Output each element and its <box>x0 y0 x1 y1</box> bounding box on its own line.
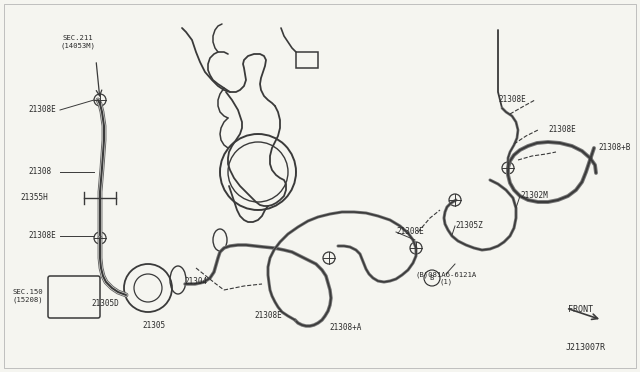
Text: 21302M: 21302M <box>520 192 548 201</box>
Text: 21305Z: 21305Z <box>455 221 483 231</box>
Text: 21308+B: 21308+B <box>598 144 630 153</box>
Text: SEC.211
(14053M): SEC.211 (14053M) <box>61 35 95 49</box>
Text: 21308E: 21308E <box>28 106 56 115</box>
Text: 21305D: 21305D <box>91 299 119 308</box>
Text: (B)081A6-6121A
(1): (B)081A6-6121A (1) <box>415 271 477 285</box>
Text: 21308+A: 21308+A <box>330 324 362 333</box>
Text: 21304: 21304 <box>184 278 207 286</box>
Text: B: B <box>430 275 434 281</box>
Text: J213007R: J213007R <box>566 343 606 353</box>
Text: SEC.150
(15208): SEC.150 (15208) <box>13 289 44 303</box>
Text: 21305: 21305 <box>143 321 166 330</box>
Text: 21308E: 21308E <box>28 231 56 241</box>
Text: 21355H: 21355H <box>20 193 48 202</box>
Text: 21308E: 21308E <box>254 311 282 321</box>
Text: 21308: 21308 <box>28 167 51 176</box>
Text: 21308E: 21308E <box>498 96 525 105</box>
Text: FRONT: FRONT <box>568 305 593 314</box>
Text: 21308E: 21308E <box>396 228 424 237</box>
Text: 21308E: 21308E <box>548 125 576 135</box>
